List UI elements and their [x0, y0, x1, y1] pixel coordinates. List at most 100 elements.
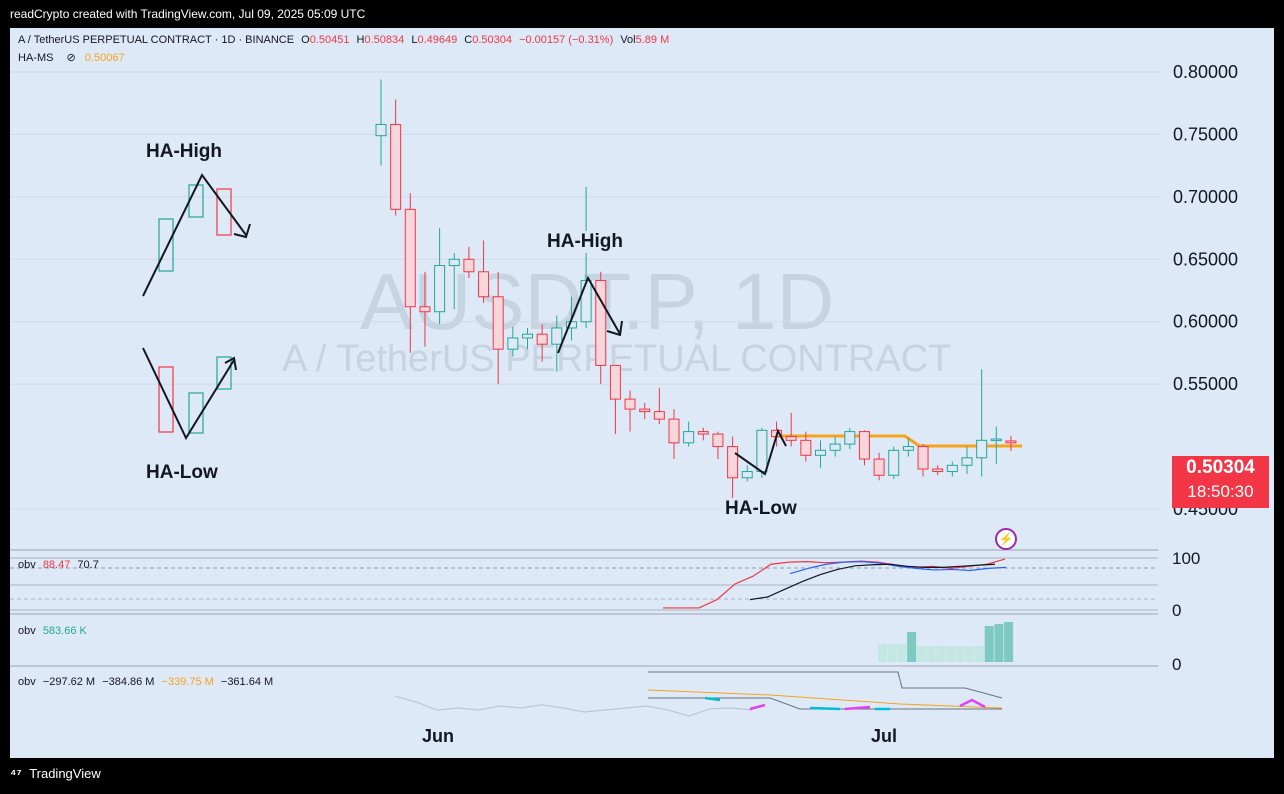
candle-body: [551, 327, 563, 345]
candle: [668, 409, 680, 460]
bar-countdown: 18:50:30: [1187, 482, 1254, 501]
candle: [785, 412, 797, 447]
candle-body: [522, 333, 533, 339]
candle-body: [683, 431, 695, 444]
price-axis-label: 0.60000: [1173, 312, 1238, 332]
candle-body: [917, 446, 929, 470]
obv-panel-2-legend[interactable]: obv 583.66 K: [18, 625, 91, 637]
obv2-value: 583.66 K: [42, 625, 87, 637]
obv1-label[interactable]: obv: [18, 559, 36, 571]
candle: [580, 186, 592, 328]
candle-body: [858, 431, 870, 460]
time-axis-label: Jul: [871, 726, 897, 746]
chart-panel[interactable]: AUSDT.P, 1D A / TetherUS PERPETUAL CONTR…: [10, 28, 1274, 758]
obv2-label[interactable]: obv: [18, 625, 36, 637]
chart-svg[interactable]: 0.80000 0.75000 0.70000 0.65000 0.60000 0.550…: [10, 28, 1274, 758]
tradingview-logo-icon[interactable]: ⁴⁷: [10, 766, 22, 781]
change-value: −0.00157 (−0.31%): [519, 34, 614, 46]
candle: [404, 193, 416, 353]
candle-body: [844, 431, 856, 445]
arrow-head-icon: [224, 356, 237, 371]
candle: [712, 431, 724, 460]
candle: [551, 315, 563, 372]
candle: [478, 240, 490, 303]
candle-body: [595, 280, 607, 366]
candle-body: [873, 458, 885, 476]
high-value: 0.50834: [364, 34, 405, 46]
footer: ⁴⁷ TradingView: [10, 766, 101, 781]
annotation-ha-high-1: HA-High: [144, 141, 224, 163]
indicator-name[interactable]: HA-MS: [18, 52, 54, 64]
obv-bar: [984, 626, 994, 662]
close-label: C: [464, 34, 473, 46]
symbol-legend[interactable]: A / TetherUS PERPETUAL CONTRACT · 1D · B…: [18, 34, 673, 46]
candle-body: [712, 433, 724, 448]
top-bar: readCrypto created with TradingView.com,…: [0, 0, 1284, 28]
ha-low-arrow-path: [142, 347, 235, 441]
price-axis-label: 0.70000: [1173, 187, 1238, 207]
obv-bar: [897, 644, 907, 662]
candle: [858, 430, 870, 466]
lightning-icon[interactable]: ⚡: [995, 528, 1017, 550]
candle-body: [375, 123, 387, 137]
obv-bar: [1004, 622, 1014, 662]
candle: [448, 253, 460, 310]
obv-panel-3-legend[interactable]: obv −297.62 M −384.86 M −339.75 M −361.6…: [18, 676, 277, 688]
price-axis-label: 0.55000: [1173, 374, 1238, 394]
obv-bar: [955, 646, 965, 662]
price-axis-label: 0.65000: [1173, 249, 1238, 269]
obv3-cyan-segment: [704, 696, 721, 702]
candle: [873, 452, 885, 481]
obv3-upper-line: [648, 671, 1003, 699]
obv-panel-3-lines: [394, 671, 1003, 717]
obv-blue-line: [789, 561, 1007, 575]
obv-bar: [936, 646, 946, 662]
obv-bar: [926, 646, 936, 662]
candle-body: [741, 471, 753, 479]
price-axis[interactable]: 0.80000 0.75000 0.70000 0.65000 0.60000 0.550…: [1173, 62, 1238, 519]
obv2-axis: 0: [1172, 655, 1181, 674]
obv-black-line: [749, 563, 996, 601]
arrow-head-icon: [233, 223, 251, 239]
candle-body: [390, 123, 402, 210]
candle-body: [434, 265, 446, 313]
ha-high-arrow-2: [557, 275, 621, 354]
annotation-ha-low-2: HA-Low: [723, 498, 799, 520]
obv3-cyan-segment: [809, 706, 841, 711]
candle: [419, 271, 431, 347]
candle: [741, 465, 753, 482]
arrow-head-icon: [606, 320, 623, 337]
indicator-value: 0.50067: [84, 52, 125, 64]
obv1-value-1: 88.47: [42, 559, 71, 571]
obv-bar: [965, 646, 975, 662]
symbol-title[interactable]: A / TetherUS PERPETUAL CONTRACT · 1D · B…: [18, 34, 295, 46]
open-value: 0.50451: [309, 34, 350, 46]
obv3-magenta-segment: [749, 703, 766, 711]
obv-panel-1-legend[interactable]: obv 88.47 70.7: [18, 559, 103, 571]
obv-bar: [878, 644, 887, 662]
candle-body: [815, 449, 826, 456]
example-candle-up-1: [158, 218, 174, 272]
indicator-legend[interactable]: HA-MS ⊘ 0.50067: [18, 51, 129, 64]
candle: [507, 326, 519, 357]
time-axis-label: Jun: [422, 726, 454, 746]
example-candle-up-2: [188, 184, 204, 218]
open-label: O: [301, 34, 310, 46]
obv3-magenta-segment: [959, 698, 986, 709]
candle: [697, 427, 709, 441]
eye-off-icon[interactable]: ⊘: [66, 52, 76, 64]
candle-body: [507, 337, 519, 350]
obv-panel-1-lines: [663, 558, 1007, 609]
obv3-label[interactable]: obv: [18, 676, 36, 688]
candle-body: [404, 208, 416, 308]
example-candle-up-3: [188, 392, 204, 434]
obv-red-line: [663, 558, 1006, 609]
last-price-tag: 0.50304 18:50:30: [1172, 456, 1269, 508]
obv-bar: [945, 646, 955, 662]
annotation-ha-high-2: HA-High: [545, 231, 625, 253]
obv3-magenta-segment: [844, 705, 871, 711]
obv-bar: [975, 646, 984, 662]
candle: [492, 271, 504, 385]
candle-body: [419, 306, 431, 313]
candle: [961, 446, 973, 475]
